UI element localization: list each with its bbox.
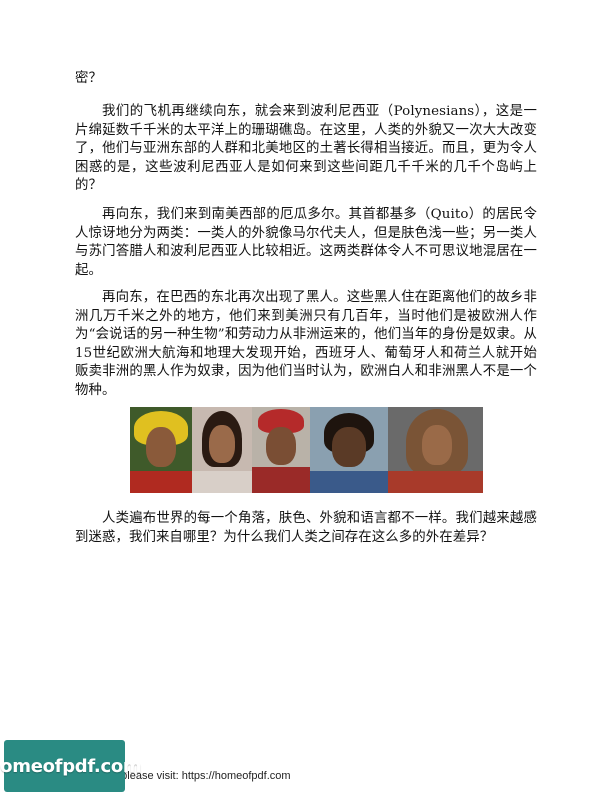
portrait-smiling-child (310, 407, 388, 493)
paragraph-conclusion: 人类遍布世界的每一个角落，肤色、外貌和语言都不一样。我们越来越感到迷惑，我们来自… (75, 511, 537, 545)
badge-label: homeofpdf.com (0, 755, 142, 777)
paragraph-ecuador: 再向东，我们来到南美西部的厄瓜多尔。其首都基多（Quito）的居民令人惊讶地分为… (75, 207, 537, 278)
homeofpdf-badge[interactable]: homeofpdf.com (0, 740, 142, 792)
paragraph-polynesia: 我们的飞机再继续向东，就会来到波利尼西亚（Polynesians），这是一片绵延… (75, 104, 537, 194)
paragraph-fragment: 密？ (75, 71, 102, 86)
portrait-photo-strip (130, 407, 483, 493)
footer-visit-text: e please visit: https://homeofpdf.com (112, 770, 291, 782)
paragraph-brazil: 再向东，在巴西的东北再次出现了黑人。这些黑人住在距离他们的故乡非洲几万千米之外的… (75, 290, 537, 398)
portrait-curly-hair-child (388, 407, 483, 493)
portrait-feather-headdress (130, 407, 192, 493)
portrait-girl (192, 407, 252, 493)
portrait-man-red-headwrap (252, 407, 310, 493)
